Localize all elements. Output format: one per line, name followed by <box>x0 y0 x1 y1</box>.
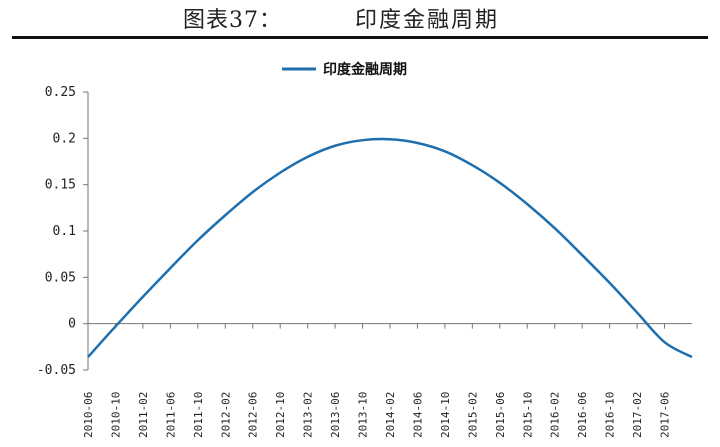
x-tick-label: 2010-06 <box>82 392 95 438</box>
x-tick-label: 2011-02 <box>137 392 150 438</box>
y-tick-label: 0.2 <box>53 131 76 146</box>
x-tick-label: 2012-06 <box>247 392 260 438</box>
x-tick-label: 2013-06 <box>329 392 342 438</box>
x-tick-label: 2010-10 <box>109 392 122 438</box>
x-tick-label: 2014-10 <box>439 392 452 438</box>
x-tick-label: 2016-06 <box>576 392 589 438</box>
series-line <box>87 137 693 359</box>
y-tick-label: -0.05 <box>37 363 76 378</box>
x-tick-label: 2015-02 <box>466 392 479 438</box>
y-tick-label: 0.25 <box>45 85 76 100</box>
x-tick-label: 2013-10 <box>357 392 370 438</box>
header-rule <box>12 36 708 39</box>
x-tick-label: 2015-10 <box>521 392 534 438</box>
legend-label: 印度金融周期 <box>323 61 407 78</box>
x-tick-label: 2011-06 <box>164 392 177 438</box>
y-tick-label: 0.15 <box>45 178 76 193</box>
x-tick-label: 2014-06 <box>411 392 424 438</box>
y-tick-label: 0.05 <box>45 270 76 285</box>
figure-header: 图表37： 印度金融周期 <box>0 0 720 34</box>
y-axis-ticks: -0.05 0 0.05 0.1 0.15 0.2 0.25 <box>37 85 88 378</box>
y-tick-label: 0.1 <box>53 224 76 239</box>
x-tick-label: 2016-02 <box>549 392 562 438</box>
x-tick-label: 2017-02 <box>631 392 644 438</box>
legend: 印度金融周期 <box>282 61 407 78</box>
x-tick-label: 2013-02 <box>302 392 315 438</box>
x-tick-label: 2012-10 <box>274 392 287 438</box>
x-tick-label: 2017-06 <box>659 392 672 438</box>
x-tick-label: 2016-10 <box>604 392 617 438</box>
figure-title: 印度金融周期 <box>355 8 500 33</box>
x-tick-label: 2012-02 <box>219 392 232 438</box>
x-tick-label: 2015-06 <box>494 392 507 438</box>
x-tick-label: 2014-02 <box>384 392 397 438</box>
x-tick-label: 2011-10 <box>192 392 205 438</box>
x-axis-ticks: 2010-06 2010-10 2011-02 2011-06 2011-10 2012-… <box>82 323 672 438</box>
y-tick-label: 0 <box>68 317 76 332</box>
figure-label: 图表37： <box>183 8 282 33</box>
